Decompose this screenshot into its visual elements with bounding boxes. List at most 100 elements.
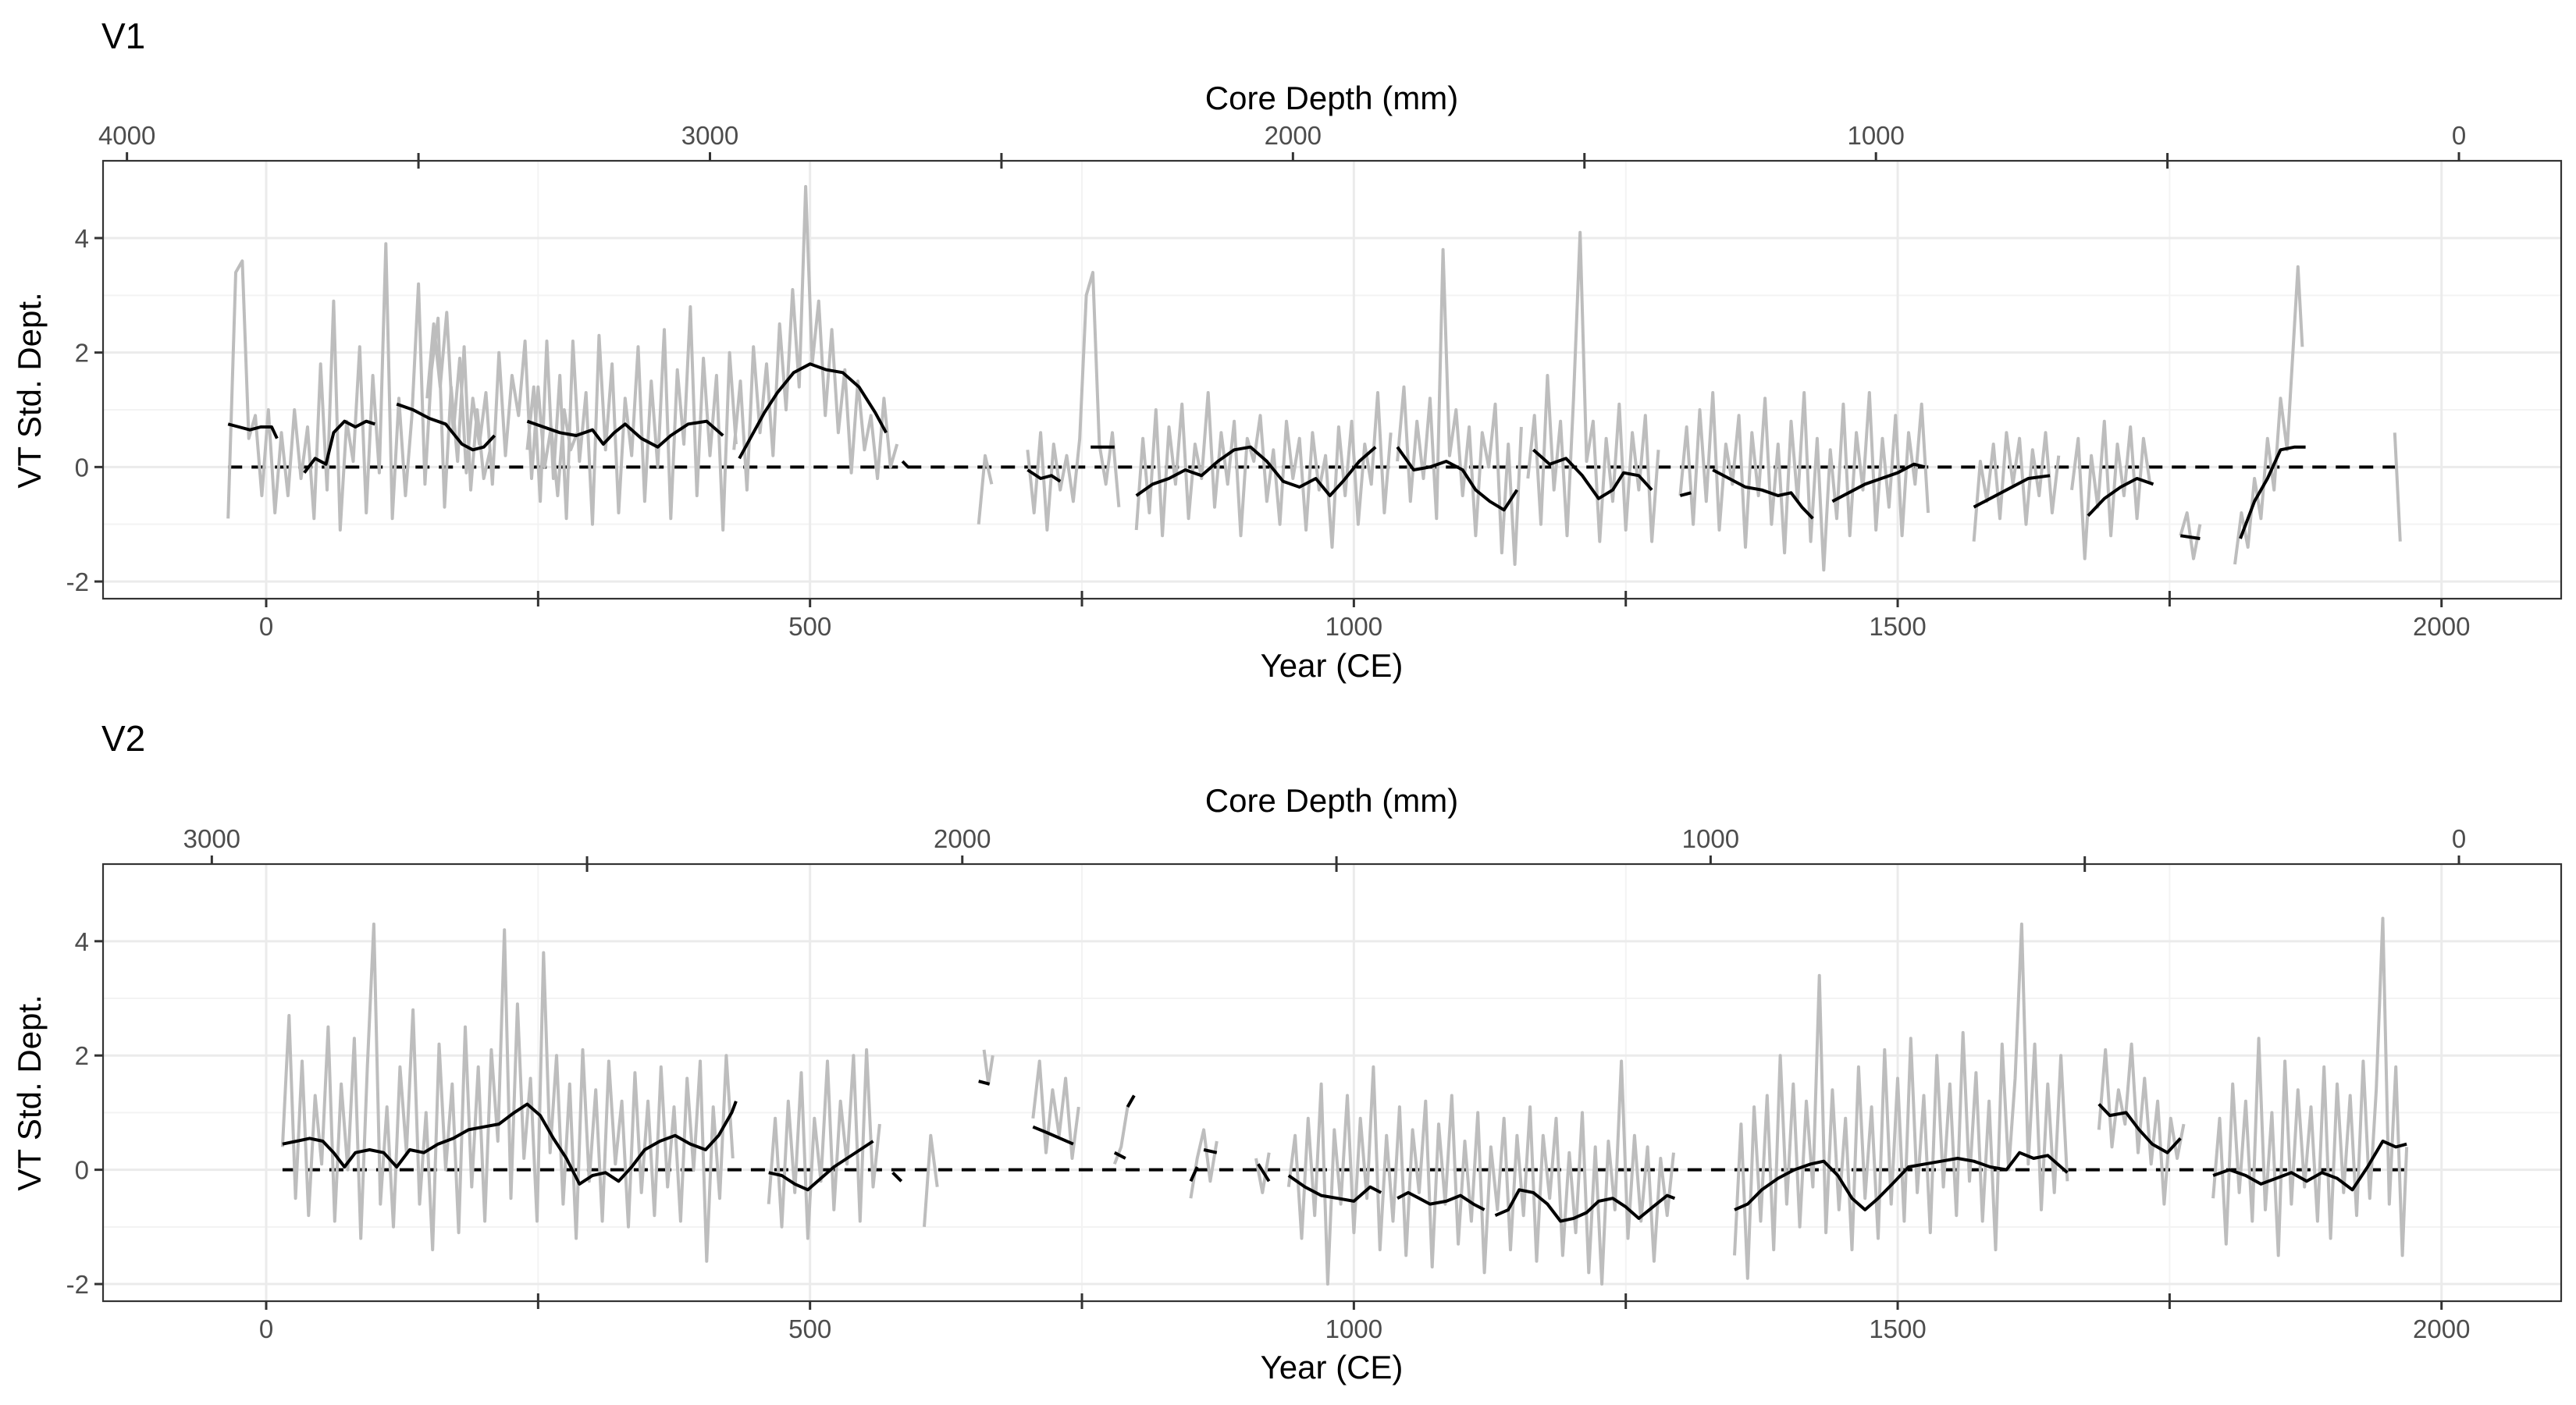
x-tick-label: 0	[259, 1314, 273, 1343]
raw-series-line	[1733, 922, 2069, 1280]
depth-tick-label: 1000	[1847, 121, 1904, 150]
raw-series-line	[1972, 431, 2061, 542]
raw-series-line	[1396, 247, 1523, 566]
raw-series-line	[1286, 1059, 1675, 1286]
plot-frame	[101, 863, 2563, 1303]
y-tick-label: -2	[66, 1270, 89, 1299]
raw-series-line	[977, 454, 994, 525]
raw-series-line	[280, 922, 735, 1263]
raw-series-line	[767, 1048, 881, 1240]
smoothed-series-line	[1712, 468, 1814, 520]
x-tick-label: 500	[788, 612, 831, 641]
smoothed-series-line	[1126, 1094, 1136, 1108]
raw-series-line	[1254, 1152, 1271, 1194]
x-tick-label: 1000	[1325, 1314, 1382, 1343]
raw-series-line	[2393, 432, 2402, 542]
y-tick-label: 4	[75, 927, 89, 956]
smoothed-series-line	[2239, 445, 2306, 539]
raw-series	[280, 916, 2409, 1286]
smoothed-series-line	[738, 362, 888, 460]
y-tick-label: 2	[75, 1041, 89, 1070]
plot-border	[101, 863, 2563, 1303]
smoothed-series-line	[2087, 477, 2154, 518]
smoothed-series-line	[1135, 445, 1377, 497]
x-tick-label: 0	[259, 612, 273, 641]
smoothed-series-line	[1494, 1188, 1676, 1223]
smoothed-series-line	[2180, 534, 2201, 540]
plot-border	[101, 159, 2563, 600]
smoothed-series-line	[1679, 491, 1692, 497]
depth-tick-label: 3000	[183, 824, 240, 853]
smoothed-series-line	[1113, 1151, 1126, 1160]
panel-title: V2	[101, 718, 145, 759]
smoothed-series-line	[1397, 1190, 1485, 1211]
y-tick-label: -2	[66, 567, 89, 596]
y-tick-label: 4	[75, 224, 89, 253]
smoothed-series-line	[978, 1080, 991, 1086]
smoothed-series	[282, 1080, 2407, 1223]
bottom-axis-title: Year (CE)	[1261, 647, 1404, 684]
panel-v1: V1 Core Depth (mm) Year (CE) VT Std. Dep…	[11, 16, 2563, 684]
smoothed-series-line	[1026, 468, 1062, 483]
x-tick-label: 1000	[1325, 612, 1382, 641]
x-tick-label: 1500	[1869, 1314, 1926, 1343]
smoothed-series-line	[901, 460, 909, 468]
raw-series	[226, 185, 2402, 572]
raw-series-line	[923, 1133, 939, 1227]
axis-ticks: 0 500 1000 1500 2000 -2 0 2 4 3000 2000 1000 0	[66, 824, 2471, 1343]
raw-series-line	[732, 185, 899, 492]
smoothed-series-line	[2097, 1103, 2182, 1154]
raw-series-line	[1189, 1128, 1219, 1199]
raw-series-line	[1031, 1059, 1080, 1160]
smoothed-series-line	[1831, 462, 1926, 503]
smoothed-series-line	[303, 419, 375, 474]
raw-series-line	[2070, 419, 2152, 560]
top-axis-title: Core Depth (mm)	[1205, 782, 1458, 819]
raw-series-line	[2211, 916, 2409, 1257]
smoothed-series-line	[1189, 1166, 1199, 1183]
axis-ticks: 0 500 1000 1500 2000 -2 0 2 4 4000 3000 2000 1000 0	[66, 121, 2471, 641]
depth-tick-label: 3000	[681, 121, 738, 150]
smoothed-series-line	[1203, 1148, 1218, 1154]
x-tick-label: 2000	[2413, 1314, 2470, 1343]
raw-series-line	[1678, 391, 1930, 572]
raw-series-line	[2097, 1042, 2186, 1206]
smoothed-series-line	[526, 419, 724, 449]
bottom-axis-title: Year (CE)	[1261, 1349, 1404, 1385]
depth-tick-label: 1000	[1682, 824, 1739, 853]
depth-tick-label: 0	[2452, 121, 2466, 150]
grid	[103, 864, 2561, 1301]
raw-series-line	[226, 242, 492, 532]
y-tick-label: 0	[75, 1156, 89, 1185]
x-tick-label: 500	[788, 1314, 831, 1343]
raw-series-line	[1026, 271, 1121, 532]
smoothed-series-line	[227, 422, 279, 439]
x-tick-label: 2000	[2413, 612, 2470, 641]
y-axis-title: VT Std. Dept.	[11, 994, 48, 1190]
plot-frame	[101, 159, 2563, 600]
x-tick-label: 1500	[1869, 612, 1926, 641]
smoothed-series-line	[1257, 1163, 1271, 1183]
y-tick-label: 0	[75, 453, 89, 482]
smoothed-series-line	[1532, 448, 1653, 500]
smoothed-series-line	[1734, 1151, 2069, 1211]
top-axis-title: Core Depth (mm)	[1205, 80, 1458, 116]
y-tick-label: 2	[75, 339, 89, 368]
depth-tick-label: 2000	[1265, 121, 1322, 150]
smoothed-series-line	[891, 1171, 903, 1183]
depth-tick-label: 4000	[98, 121, 155, 150]
y-axis-title: VT Std. Dept.	[11, 292, 48, 488]
smoothed-series-line	[768, 1140, 874, 1192]
raw-series-line	[525, 305, 738, 532]
panel-v2: V2 Core Depth (mm) Year (CE) VT Std. Dep…	[11, 718, 2563, 1385]
smoothed-series-line	[1287, 1174, 1382, 1203]
smoothed-series	[227, 362, 2306, 540]
depth-tick-label: 0	[2452, 824, 2466, 853]
raw-series-line	[1526, 230, 1660, 543]
panel-title: V1	[101, 16, 145, 56]
depth-tick-label: 2000	[934, 824, 991, 853]
smoothed-series-line	[396, 402, 496, 452]
smoothed-series-line	[282, 1101, 738, 1186]
smoothed-series-line	[1032, 1125, 1074, 1146]
